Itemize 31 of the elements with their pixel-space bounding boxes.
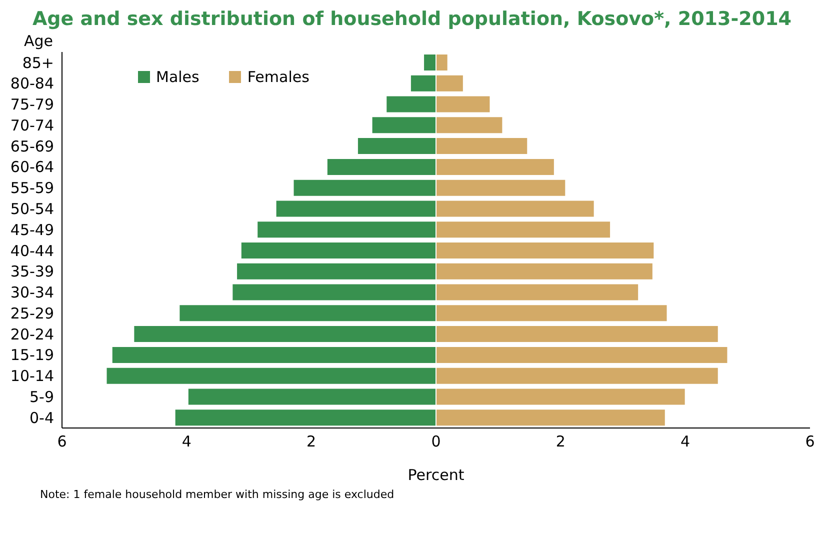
y-tick-label: 70-74 bbox=[10, 116, 54, 134]
y-axis-title: Age bbox=[24, 32, 54, 50]
y-tick-label: 85+ bbox=[22, 54, 54, 72]
y-tick-label: 45-49 bbox=[10, 220, 54, 239]
chart-title: Age and sex distribution of household population, Kosovo*, 2013-2014 bbox=[31, 8, 793, 32]
text: Note: 1 female household member with missing age is excluded bbox=[40, 488, 396, 501]
x-tick-label: 4 bbox=[680, 432, 690, 451]
y-tick-label: 15-19 bbox=[10, 346, 54, 364]
legend-label: Males bbox=[156, 68, 200, 86]
x-tick-label: 4 bbox=[182, 432, 192, 451]
y-tick-label: 20-24 bbox=[10, 325, 54, 344]
y-tick-label: 60-64 bbox=[10, 158, 54, 176]
legend-label: Females bbox=[247, 68, 310, 86]
y-tick-label: 30-34 bbox=[10, 284, 54, 302]
x-tick-label: 6 bbox=[805, 432, 815, 451]
y-tick-label: 80-84 bbox=[10, 74, 54, 93]
y-tick-label: 75-79 bbox=[10, 96, 54, 114]
y-tick-label: 65-69 bbox=[10, 137, 54, 156]
y-tick-label: 40-44 bbox=[10, 242, 54, 260]
y-tick-label: 10-14 bbox=[10, 367, 54, 386]
x-tick-label: 2 bbox=[556, 432, 566, 451]
y-tick-label: 50-54 bbox=[10, 200, 54, 218]
x-axis-title: Percent bbox=[408, 466, 464, 484]
y-tick-label: 35-39 bbox=[10, 262, 54, 281]
y-tick-label: 25-29 bbox=[10, 304, 54, 322]
y-tick-label: 55-59 bbox=[10, 179, 54, 198]
x-tick-label: 0 bbox=[431, 432, 441, 451]
x-tick-label: 2 bbox=[306, 432, 316, 451]
x-tick-label: 6 bbox=[57, 432, 67, 451]
y-tick-label: 5-9 bbox=[30, 388, 54, 406]
y-tick-label: 0-4 bbox=[30, 408, 54, 427]
